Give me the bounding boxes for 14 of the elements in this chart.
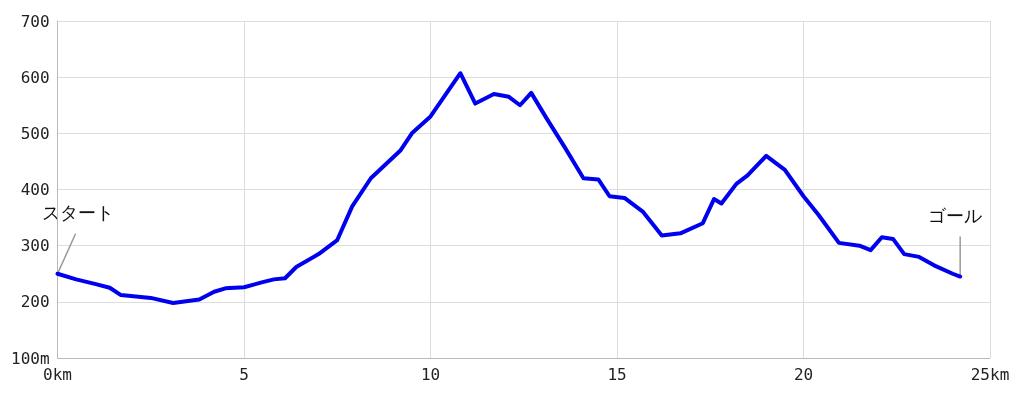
y-tick-label: 200 xyxy=(20,292,50,312)
x-tick-label: 20 xyxy=(793,364,814,384)
y-tick-label: 600 xyxy=(20,67,50,87)
line-series xyxy=(55,71,963,305)
y-tick-label: 500 xyxy=(20,123,50,143)
annotation: ゴール xyxy=(928,205,983,227)
x-tick-label: 25km xyxy=(970,364,1010,384)
x-tick-label: 15 xyxy=(607,364,627,384)
x-tick-label: 5 xyxy=(239,364,249,384)
x-tick-label: 10 xyxy=(420,364,441,384)
y-tick-label: 700 xyxy=(20,11,50,31)
y-tick-label: 300 xyxy=(20,236,50,256)
annotation: スタート xyxy=(41,202,114,224)
y-tick-label: 400 xyxy=(20,180,50,199)
